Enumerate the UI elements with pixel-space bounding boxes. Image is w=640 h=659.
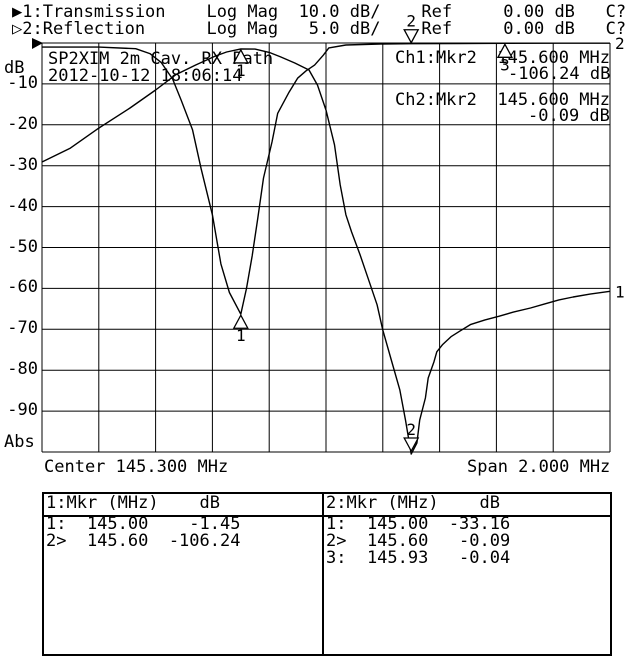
marker-triangle-icon xyxy=(403,437,420,453)
marker-table-ch2-row: 3: 145.93 -0.04 xyxy=(326,548,511,568)
y-tick-label: -80 xyxy=(7,359,38,380)
y-tick-label: -60 xyxy=(7,277,38,298)
trace-1-label: 1 xyxy=(615,282,625,301)
marker-table-ch2-header: 2:Mkr (MHz) dB xyxy=(326,493,500,513)
trace1-settings-line: ▶1:Transmission Log Mag 10.0 dB/ Ref 0.0… xyxy=(12,2,627,22)
marker-table-ch2-row: 1: 145.00 -33.16 xyxy=(326,514,511,534)
y-axis-abs-label: Abs xyxy=(4,432,35,452)
ch2-marker-readout-db: -0.09 dB xyxy=(528,106,610,126)
marker-table-box xyxy=(42,492,612,656)
marker-table-divider xyxy=(322,494,324,654)
x-axis-span-label: Span 2.000 MHz xyxy=(467,457,611,477)
y-tick-label: -70 xyxy=(7,318,38,339)
marker-number: 1 xyxy=(236,326,246,345)
x-axis-center-label: Center 145.300 MHz xyxy=(44,457,229,477)
marker-table-ch1-row: 2> 145.60 -106.24 xyxy=(46,531,241,551)
chart-timestamp: 2012-10-12 18:06:14 xyxy=(48,66,243,86)
marker-number: 2 xyxy=(406,420,416,439)
y-tick-label: -10 xyxy=(7,72,38,93)
y-tick-label: -30 xyxy=(7,154,38,175)
ref-level-arrow-icon xyxy=(32,38,43,49)
marker-triangle-icon xyxy=(232,313,249,329)
y-axis-unit-label: dB xyxy=(4,58,25,78)
marker-table-ch1-row: 1: 145.00 -1.45 xyxy=(46,514,241,534)
marker-table-ch1-header: 1:Mkr (MHz) dB xyxy=(46,493,220,513)
ch1-marker-readout-db: -106.24 dB xyxy=(508,64,611,84)
y-tick-label: -90 xyxy=(7,400,38,421)
y-tick-label: -50 xyxy=(7,236,38,257)
trace2-settings-line: ▷2:Reflection Log Mag 5.0 dB/ Ref 0.00 d… xyxy=(12,19,627,39)
y-tick-label: -20 xyxy=(7,113,38,134)
marker-table-header-rule xyxy=(44,515,610,517)
y-tick-label: -40 xyxy=(7,195,38,216)
marker-table-ch2-row: 2> 145.60 -0.09 xyxy=(326,531,511,551)
